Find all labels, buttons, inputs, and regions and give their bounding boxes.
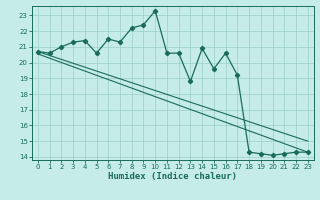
- X-axis label: Humidex (Indice chaleur): Humidex (Indice chaleur): [108, 172, 237, 181]
